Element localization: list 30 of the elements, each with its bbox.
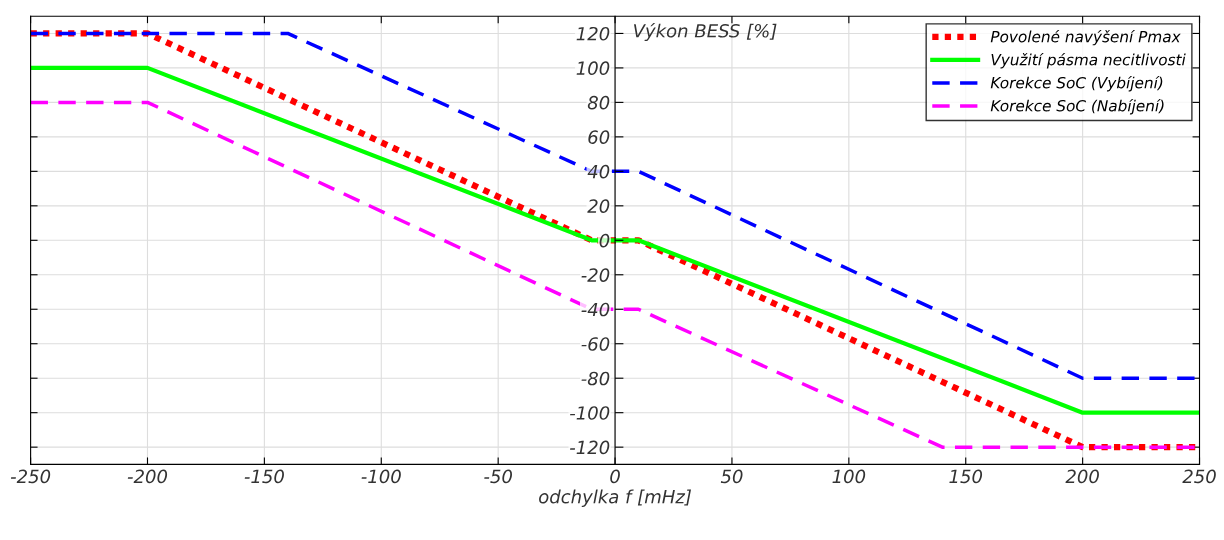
y-tick-label: -100 [570,406,610,420]
legend-label: Povolené navýšení Pmax [990,29,1181,46]
y-tick-label: 120 [576,26,610,41]
y-tick-label: 20 [587,199,610,213]
x-tick-label: 250 [1182,469,1216,484]
x-tick-label: -200 [127,469,168,484]
y-tick-label: -20 [581,268,610,282]
y-axis-title: Výkon BESS [%] [634,22,777,42]
x-tick-label: -100 [361,469,401,484]
y-tick-label: -120 [570,440,610,455]
y-tick-label: 0 [599,233,610,248]
x-tick-label: 50 [720,469,743,484]
legend-label: Využití pásma necitlivosti [991,52,1186,69]
x-tick-label: -150 [244,469,284,484]
y-tick-label: 40 [587,164,610,179]
x-tick-label: 200 [1065,469,1099,484]
y-tick-label: 60 [588,130,610,144]
y-tick-label: -60 [581,337,610,351]
legend-label: Korekce SoC (Vybíjení) [990,76,1163,92]
x-axis-title: odchylka f [mHz] [539,489,692,507]
y-tick-label: -80 [581,371,610,386]
legend-label: Korekce SoC (Nabíjení) [990,99,1164,115]
x-tick-label: 100 [832,469,866,484]
y-tick-label: 100 [576,61,610,76]
x-tick-label: -50 [484,469,513,484]
y-tick-label: -40 [581,302,610,317]
x-tick-label: -250 [10,469,51,484]
x-tick-label: 0 [610,469,620,484]
y-tick-label: 80 [587,95,610,110]
x-tick-label: 150 [949,469,983,484]
